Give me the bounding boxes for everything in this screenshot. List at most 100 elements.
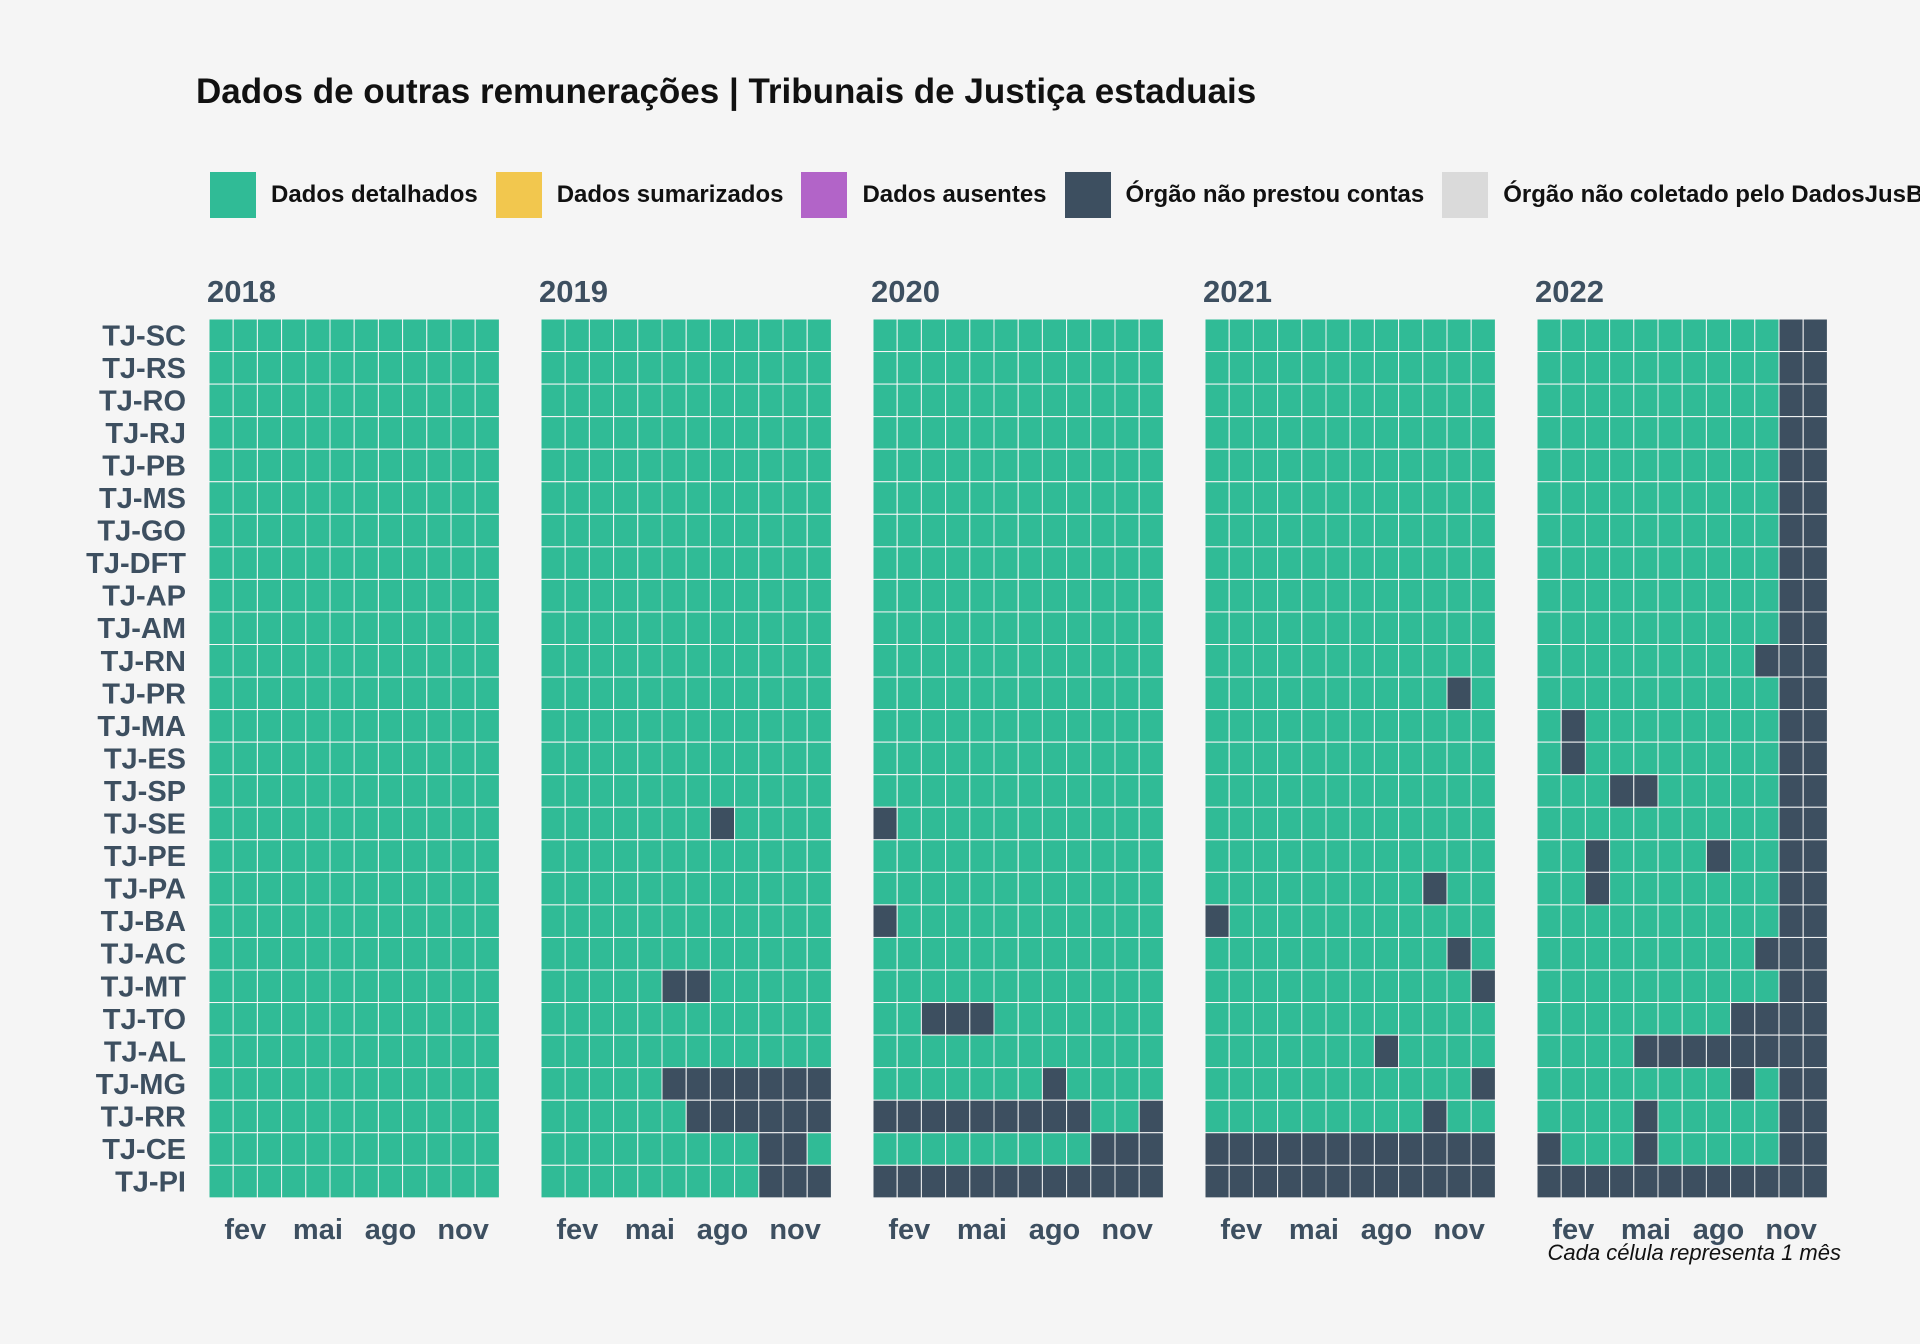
- heatmap-cell: [1802, 806, 1828, 841]
- row-label-tj-rj: TJ-RJ: [105, 418, 186, 450]
- heatmap-cell: [1301, 709, 1327, 743]
- heatmap-cell: [806, 1132, 832, 1166]
- heatmap-cell: [1066, 774, 1092, 808]
- heatmap-cell: [564, 513, 590, 548]
- month-label-fev: fev: [888, 1214, 930, 1246]
- heatmap-cell: [1778, 644, 1804, 678]
- heatmap-cell: [1041, 774, 1068, 808]
- heatmap-cell: [709, 1132, 736, 1166]
- heatmap-cell: [474, 904, 500, 938]
- heatmap-cell: [1778, 839, 1804, 873]
- heatmap-cell: [353, 383, 379, 418]
- heatmap-cell: [450, 351, 476, 385]
- heatmap-cell: [734, 351, 760, 385]
- month-label-nov: nov: [1765, 1214, 1817, 1246]
- heatmap-cell: [474, 741, 500, 776]
- heatmap-cell: [1633, 644, 1659, 678]
- heatmap-cell: [1560, 1002, 1586, 1036]
- heatmap-cell: [1802, 481, 1828, 515]
- heatmap-cell: [1090, 546, 1116, 580]
- heatmap-cell: [1301, 481, 1327, 515]
- heatmap-cell: [993, 416, 1019, 450]
- heatmap-cell: [613, 676, 639, 711]
- heatmap-cell: [806, 611, 832, 646]
- heatmap-cell: [1204, 1099, 1230, 1134]
- heatmap-cell: [1066, 936, 1092, 971]
- heatmap-cell: [256, 741, 283, 776]
- heatmap-cell: [281, 546, 307, 580]
- heatmap-cell: [613, 644, 639, 678]
- heatmap-cell: [1277, 1164, 1303, 1199]
- legend: Dados detalhados Dados sumarizados Dados…: [210, 172, 1920, 218]
- heatmap-cell: [661, 806, 687, 841]
- heatmap-cell: [1705, 383, 1732, 418]
- heatmap-cell: [685, 774, 711, 808]
- heatmap-cell: [637, 578, 663, 613]
- heatmap-cell: [256, 578, 283, 613]
- heatmap-cell: [208, 709, 234, 743]
- heatmap-cell: [1373, 546, 1400, 580]
- heatmap-cell: [1252, 1099, 1279, 1134]
- heatmap-cell: [1609, 806, 1635, 841]
- heatmap-cell: [1470, 611, 1496, 646]
- heatmap-cell: [1584, 676, 1611, 711]
- heatmap-cell: [564, 416, 590, 450]
- heatmap-cell: [1778, 546, 1804, 580]
- heatmap-cell: [1705, 904, 1732, 938]
- heatmap-cell: [1730, 839, 1756, 873]
- heatmap-cell: [782, 644, 808, 678]
- heatmap-cell: [758, 611, 784, 646]
- heatmap-cell: [993, 871, 1019, 906]
- heatmap-cell: [1252, 1164, 1279, 1199]
- heatmap-cell: [1730, 611, 1756, 646]
- heatmap-cell: [993, 709, 1019, 743]
- heatmap-cell: [1560, 351, 1586, 385]
- heatmap-cell: [1325, 1002, 1351, 1036]
- heatmap-cell: [1090, 676, 1116, 711]
- heatmap-cell: [1228, 1099, 1254, 1134]
- heatmap-cell: [782, 936, 808, 971]
- heatmap-cell: [450, 578, 476, 613]
- heatmap-cell: [1066, 1132, 1092, 1166]
- heatmap-cell: [256, 709, 283, 743]
- heatmap-cell: [232, 1067, 258, 1101]
- heatmap-cell: [1705, 774, 1732, 808]
- heatmap-cell: [1705, 644, 1732, 678]
- heatmap-cell: [709, 806, 736, 841]
- heatmap-cell: [1228, 709, 1254, 743]
- heatmap-cell: [1754, 546, 1780, 580]
- heatmap-cell: [1349, 416, 1375, 450]
- heatmap-cell: [1138, 1002, 1164, 1036]
- heatmap-cell: [1017, 936, 1043, 971]
- legend-swatch-summarized: [495, 172, 542, 218]
- heatmap-cell: [1422, 709, 1448, 743]
- heatmap-cell: [685, 904, 711, 938]
- heatmap-cell: [329, 676, 355, 711]
- heatmap-cell: [637, 936, 663, 971]
- heatmap-cell: [1204, 1132, 1230, 1166]
- heatmap-cell: [1398, 611, 1424, 646]
- heatmap-cell: [1730, 871, 1756, 906]
- heatmap-cell: [564, 546, 590, 580]
- heatmap-cell: [426, 351, 452, 385]
- heatmap-cell: [1114, 546, 1140, 580]
- heatmap-cell: [1373, 1099, 1400, 1134]
- heatmap-cell: [1301, 1034, 1327, 1069]
- heatmap-cell: [806, 1099, 832, 1134]
- heatmap-cell: [1041, 383, 1068, 418]
- heatmap-cell: [782, 806, 808, 841]
- heatmap-cell: [1536, 904, 1562, 938]
- heatmap-cell: [709, 709, 736, 743]
- heatmap-cell: [1470, 676, 1496, 711]
- heatmap-cell: [920, 546, 947, 580]
- heatmap-cell: [402, 1164, 428, 1199]
- heatmap-cell: [1228, 448, 1254, 483]
- heatmap-cell: [709, 644, 736, 678]
- heatmap-cell: [1609, 1067, 1635, 1101]
- heatmap-cell: [758, 351, 784, 385]
- heatmap-cell: [1609, 611, 1635, 646]
- heatmap-cell: [1560, 513, 1586, 548]
- heatmap-cell: [1373, 709, 1400, 743]
- heatmap-cell: [1017, 839, 1043, 873]
- heatmap-cell: [1373, 448, 1400, 483]
